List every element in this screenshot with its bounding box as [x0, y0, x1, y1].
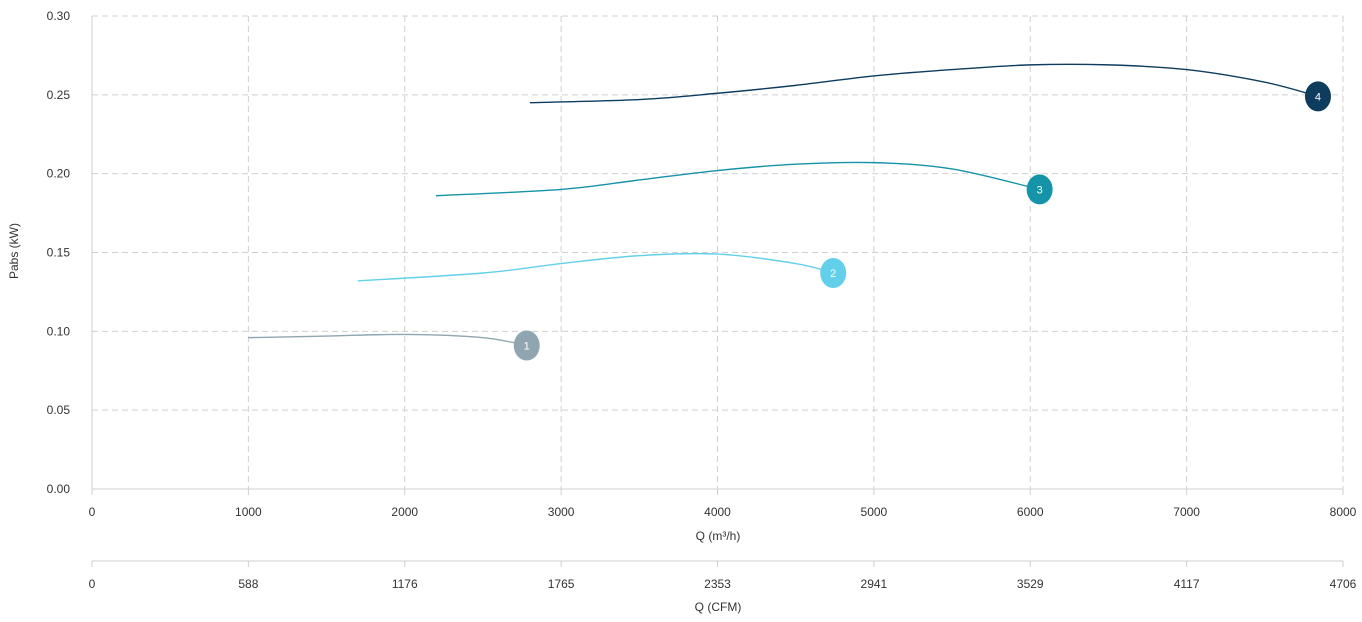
series-marker-shape: [1304, 81, 1331, 112]
series-marker-label: 1: [524, 341, 530, 353]
y-tick-label: 0.00: [47, 482, 71, 496]
y-tick-label: 0.10: [47, 324, 71, 338]
x-tick-label: 0: [89, 505, 96, 519]
grid-layer: [92, 15, 1344, 489]
series-marker-4: 4: [1304, 81, 1331, 112]
x-axis-label: Q (m³/h): [696, 529, 741, 543]
series-marker-label: 3: [1037, 184, 1043, 196]
secondary-x-tick-label: 2941: [861, 577, 888, 591]
secondary-x-tick-label: 4117: [1174, 577, 1200, 591]
x-tick-label: 8000: [1330, 505, 1357, 519]
series-marker-label: 2: [830, 268, 836, 280]
secondary-x-axis-label: Q (CFM): [695, 600, 742, 614]
series-marker-2: 2: [820, 257, 847, 288]
series-marker-shape: [1026, 174, 1053, 205]
secondary-x-tick-label: 1765: [548, 577, 575, 591]
x-tick-label: 7000: [1173, 505, 1200, 519]
secondary-x-tick-label: 588: [238, 577, 258, 591]
series-marker-label: 4: [1315, 91, 1321, 103]
y-tick-label: 0.20: [47, 167, 71, 181]
secondary-x-tick-label: 3529: [1017, 577, 1044, 591]
y-tick-label: 0.30: [47, 9, 71, 23]
x-tick-label: 1000: [235, 505, 262, 519]
x-tick-label: 4000: [704, 505, 731, 519]
series-marker-1: 1: [513, 330, 540, 361]
y-tick-label: 0.25: [47, 88, 71, 102]
y-axis-label: Pabs (kW): [7, 223, 21, 279]
series-marker-shape: [513, 330, 540, 361]
axis-layer: 0.00 0.05 0.10 0.15 0.20 0.25 0.30 0 1000 2000 300…: [47, 9, 1357, 591]
secondary-x-tick-label: 1176: [392, 577, 418, 591]
secondary-x-tick-label: 2353: [704, 577, 731, 591]
marker-layer: 1 2 3 4: [513, 81, 1331, 361]
series-line-4: [529, 63, 1319, 104]
series-line-2: [357, 252, 834, 282]
series-marker-3: 3: [1026, 174, 1053, 205]
series-line-3: [435, 161, 1040, 197]
series-line-1: [248, 333, 527, 347]
series-marker-shape: [820, 257, 847, 288]
x-tick-label: 6000: [1017, 505, 1044, 519]
series-layer: [248, 63, 1319, 347]
y-tick-label: 0.05: [47, 403, 71, 417]
y-tick-label: 0.15: [47, 246, 71, 260]
x-tick-label: 5000: [861, 505, 888, 519]
secondary-x-tick-label: 0: [89, 577, 96, 591]
secondary-x-tick-label: 4706: [1330, 577, 1357, 591]
x-tick-label: 2000: [391, 505, 418, 519]
x-tick-label: 3000: [548, 505, 575, 519]
